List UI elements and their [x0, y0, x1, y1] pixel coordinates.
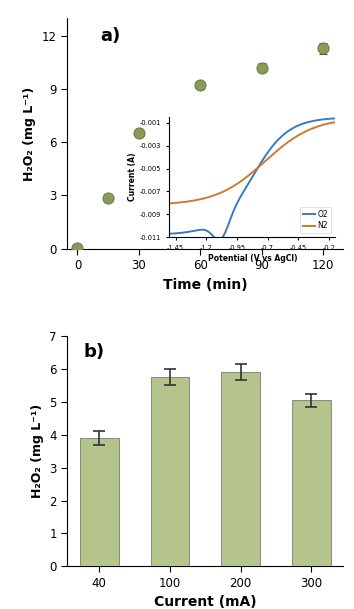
- Text: a): a): [101, 27, 121, 46]
- Y-axis label: H₂O₂ (mg L⁻¹): H₂O₂ (mg L⁻¹): [23, 86, 36, 180]
- Y-axis label: H₂O₂ (mg L⁻¹): H₂O₂ (mg L⁻¹): [31, 404, 44, 498]
- Text: b): b): [84, 343, 105, 361]
- X-axis label: Current (mA): Current (mA): [154, 596, 257, 609]
- X-axis label: Time (min): Time (min): [163, 278, 248, 292]
- Bar: [221, 372, 260, 566]
- Bar: [150, 377, 189, 566]
- Bar: [292, 400, 331, 566]
- Bar: [80, 438, 119, 566]
